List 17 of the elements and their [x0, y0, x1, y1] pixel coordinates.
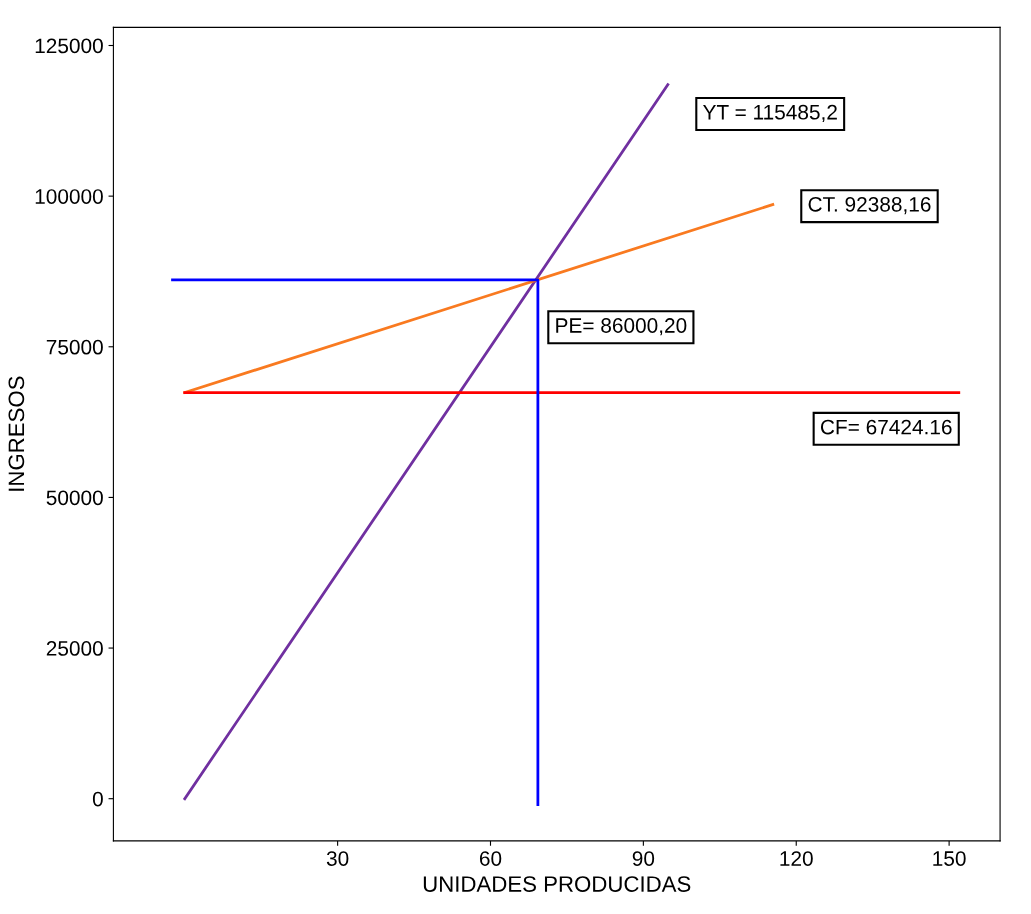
y-tick-label: 25000 — [46, 641, 103, 656]
x-tick-label: 60 — [479, 851, 502, 866]
annotation: CF= 67424.16 — [820, 419, 952, 435]
x-tick-label: 120 — [780, 851, 813, 866]
x-tick-label: 150 — [933, 851, 966, 866]
annotation: YT = 115485,2 — [703, 104, 837, 123]
y-tick-label: 75000 — [46, 339, 103, 355]
y-tick-label: 50000 — [46, 490, 103, 506]
x-axis-title: UNIDADES PRODUCIDAS — [423, 876, 691, 892]
annotation: CT. 92388,16 — [808, 196, 931, 215]
y-tick-label: 100000 — [35, 189, 103, 204]
y-tick-label: 0 — [92, 791, 103, 807]
y-axis-title: INGRESOS — [8, 376, 25, 491]
annotation: PE= 86000,20 — [556, 318, 687, 336]
x-tick-label: 30 — [326, 851, 349, 866]
x-tick-label: 90 — [632, 851, 655, 866]
y-tick-label: 125000 — [35, 38, 103, 54]
